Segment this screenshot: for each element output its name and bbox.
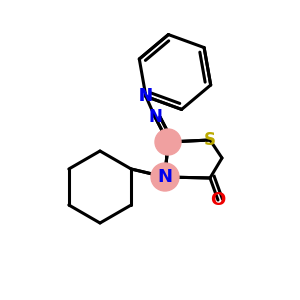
Text: N: N bbox=[158, 168, 172, 186]
Text: N: N bbox=[148, 108, 162, 126]
Circle shape bbox=[151, 163, 179, 191]
Text: N: N bbox=[139, 87, 153, 105]
Circle shape bbox=[152, 164, 178, 190]
Text: O: O bbox=[210, 191, 226, 209]
Circle shape bbox=[155, 129, 181, 155]
Text: N: N bbox=[139, 87, 153, 105]
Text: S: S bbox=[204, 131, 216, 149]
